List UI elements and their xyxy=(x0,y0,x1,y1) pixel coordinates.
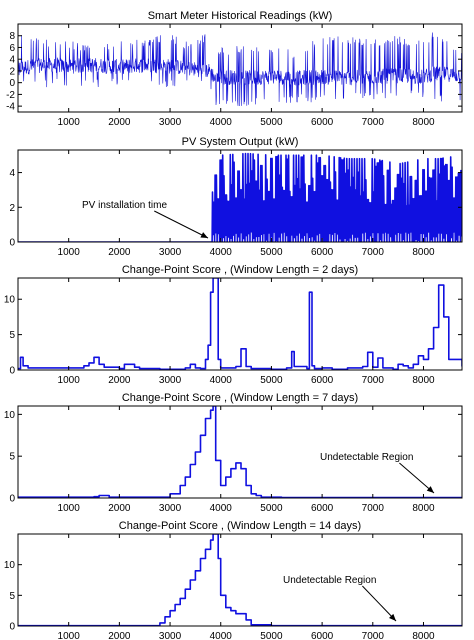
x-tick-label: 8000 xyxy=(412,503,435,514)
y-tick-label: 5 xyxy=(9,330,15,341)
chart-title: Smart Meter Historical Readings (kW) xyxy=(148,10,333,22)
plot-area xyxy=(18,278,462,370)
annotation-arrow xyxy=(154,210,209,239)
y-tick-label: 0 xyxy=(9,494,15,505)
y-tick-label: 0 xyxy=(9,622,15,633)
x-tick-label: 6000 xyxy=(311,503,334,514)
change-point-score-line xyxy=(18,278,462,370)
x-tick-label: 4000 xyxy=(210,117,233,128)
x-tick-label: 3000 xyxy=(159,631,182,640)
change-point-score-line xyxy=(18,534,462,626)
x-tick-label: 2000 xyxy=(108,247,131,258)
pv-output-line xyxy=(18,152,462,242)
y-tick-label: 10 xyxy=(4,560,16,571)
chart-title: Change-Point Score , (Window Length = 7 … xyxy=(122,392,358,404)
x-tick-label: 6000 xyxy=(311,117,334,128)
y-tick-label: 0 xyxy=(9,366,15,377)
x-tick-label: 2000 xyxy=(108,503,131,514)
y-tick-label: 0 xyxy=(9,238,15,249)
y-tick-label: 0 xyxy=(9,78,15,89)
y-tick-label: 6 xyxy=(9,43,15,54)
x-tick-label: 1000 xyxy=(58,117,81,128)
annotation-label: Undetectable Region xyxy=(320,452,413,463)
y-tick-label: 4 xyxy=(9,55,15,66)
x-tick-label: 1000 xyxy=(58,631,81,640)
y-tick-label: 5 xyxy=(9,452,15,463)
y-tick-label: 10 xyxy=(4,295,16,306)
chart-title: Change-Point Score , (Window Length = 14… xyxy=(119,520,361,532)
x-tick-label: 4000 xyxy=(210,247,233,258)
plot-area xyxy=(18,32,462,107)
annotation-arrow xyxy=(362,585,397,622)
chart-title: PV System Output (kW) xyxy=(182,136,299,148)
x-tick-label: 6000 xyxy=(311,375,334,386)
x-tick-label: 4000 xyxy=(210,375,233,386)
chart-title: Change-Point Score , (Window Length = 2 … xyxy=(122,264,358,276)
x-tick-label: 5000 xyxy=(260,247,283,258)
annotation-arrow xyxy=(399,462,435,494)
axes-frame xyxy=(17,23,463,113)
annotation-label: PV installation time xyxy=(82,200,167,211)
x-tick-label: 4000 xyxy=(210,631,233,640)
x-tick-label: 8000 xyxy=(412,631,435,640)
x-tick-label: 8000 xyxy=(412,247,435,258)
y-tick-label: 10 xyxy=(4,410,16,421)
chart-panel-3: Change-Point Score , (Window Length = 2 … xyxy=(4,264,463,386)
x-tick-label: 5000 xyxy=(260,117,283,128)
x-tick-label: 6000 xyxy=(311,631,334,640)
x-tick-label: 4000 xyxy=(210,503,233,514)
x-tick-label: 5000 xyxy=(260,631,283,640)
x-tick-label: 2000 xyxy=(108,117,131,128)
x-tick-label: 7000 xyxy=(362,375,385,386)
plot-area xyxy=(18,534,462,626)
x-tick-label: 1000 xyxy=(58,247,81,258)
plot-area xyxy=(18,152,462,242)
chart-panel-5: Change-Point Score , (Window Length = 14… xyxy=(4,520,463,640)
y-tick-label: 5 xyxy=(9,591,15,602)
plot-area xyxy=(18,406,462,498)
annotation-arrowhead xyxy=(200,232,208,238)
axes-frame xyxy=(17,277,463,371)
x-tick-label: 8000 xyxy=(412,117,435,128)
x-tick-label: 3000 xyxy=(159,375,182,386)
x-tick-label: 5000 xyxy=(260,375,283,386)
axes-frame xyxy=(17,149,463,243)
axes-frame xyxy=(17,533,463,627)
chart-panel-2: PV System Output (kW) 1000 2000 3000 4000 500… xyxy=(9,136,463,258)
x-tick-label: 1000 xyxy=(58,375,81,386)
x-tick-label: 7000 xyxy=(362,503,385,514)
x-tick-label: 6000 xyxy=(311,247,334,258)
x-tick-label: 1000 xyxy=(58,503,81,514)
annotation-arrowhead xyxy=(388,613,396,621)
y-tick-label: 8 xyxy=(9,31,15,42)
change-point-score-line xyxy=(18,406,462,498)
y-tick-label: 4 xyxy=(9,168,15,179)
annotation-label: Undetectable Region xyxy=(283,575,376,586)
x-tick-label: 7000 xyxy=(362,631,385,640)
x-tick-label: 3000 xyxy=(159,117,182,128)
x-tick-label: 7000 xyxy=(362,247,385,258)
annotation-arrowhead xyxy=(426,486,434,493)
axes-frame xyxy=(17,405,463,499)
y-tick-label: 2 xyxy=(9,66,15,77)
x-tick-label: 8000 xyxy=(412,375,435,386)
x-tick-label: 2000 xyxy=(108,375,131,386)
y-tick-label: -2 xyxy=(6,90,15,101)
x-tick-label: 3000 xyxy=(159,247,182,258)
x-tick-label: 3000 xyxy=(159,503,182,514)
x-tick-label: 7000 xyxy=(362,117,385,128)
x-tick-label: 2000 xyxy=(108,631,131,640)
x-tick-label: 5000 xyxy=(260,503,283,514)
meter-readings-line xyxy=(18,32,462,107)
chart-panel-1: Smart Meter Historical Readings (kW) 1000… xyxy=(6,10,463,128)
chart-panel-4: Change-Point Score , (Window Length = 7 … xyxy=(4,392,463,514)
y-tick-label: 2 xyxy=(9,203,15,214)
y-tick-label: -4 xyxy=(6,102,15,113)
